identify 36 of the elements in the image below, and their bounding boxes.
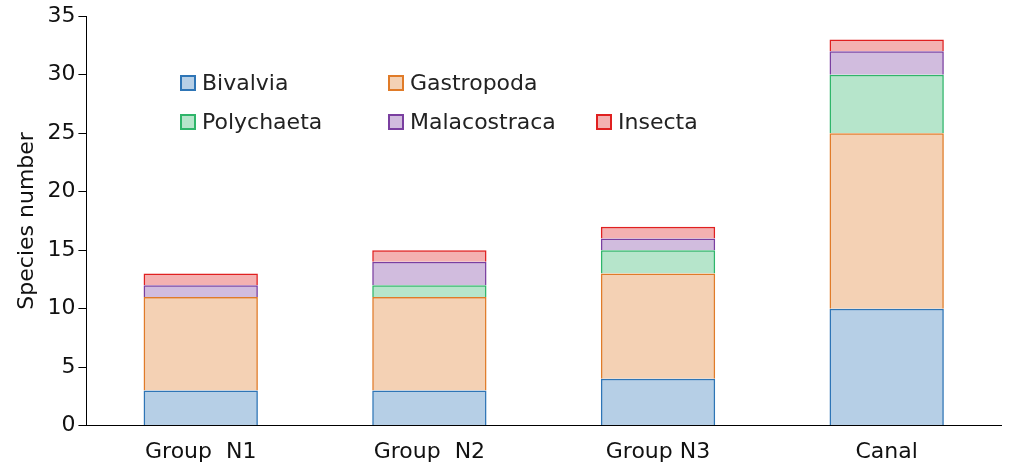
bar [829, 308, 944, 426]
bar [143, 390, 258, 426]
x-tick-label: Canal [855, 437, 918, 463]
bar [143, 296, 258, 391]
bar [829, 39, 944, 52]
bar [829, 74, 944, 134]
y-tick-label: 25 [47, 118, 76, 144]
y-tick-label: 10 [47, 294, 76, 320]
bar [600, 378, 716, 426]
y-axis-title: Species number [12, 131, 38, 310]
y-tick-label: 5 [61, 352, 76, 378]
bar [372, 390, 487, 426]
y-tick-label: 0 [61, 411, 76, 437]
bar [600, 238, 716, 251]
y-tick-label: 15 [47, 235, 76, 261]
bar [372, 285, 487, 297]
bar [143, 273, 258, 286]
bar [600, 226, 716, 239]
bar [372, 261, 487, 286]
y-tick-label: 35 [47, 1, 76, 27]
legend-label: Gastropoda [410, 70, 538, 95]
bar [829, 51, 944, 75]
bar [829, 133, 944, 309]
bar [600, 250, 716, 274]
x-tick-label: Group N3 [605, 437, 711, 463]
legend-label: Bivalvia [202, 70, 289, 95]
legend-label: Insecta [618, 109, 698, 134]
bar [600, 273, 716, 379]
y-tick-label: 20 [47, 177, 76, 203]
legend-label: Malacostraca [410, 109, 556, 134]
bar [143, 285, 258, 297]
y-tick-label: 30 [47, 60, 76, 86]
x-tick-label: Group N1 [145, 437, 257, 463]
x-tick-label: Group N2 [373, 437, 486, 463]
bar [372, 296, 487, 391]
legend-label: Polychaeta [202, 109, 323, 134]
